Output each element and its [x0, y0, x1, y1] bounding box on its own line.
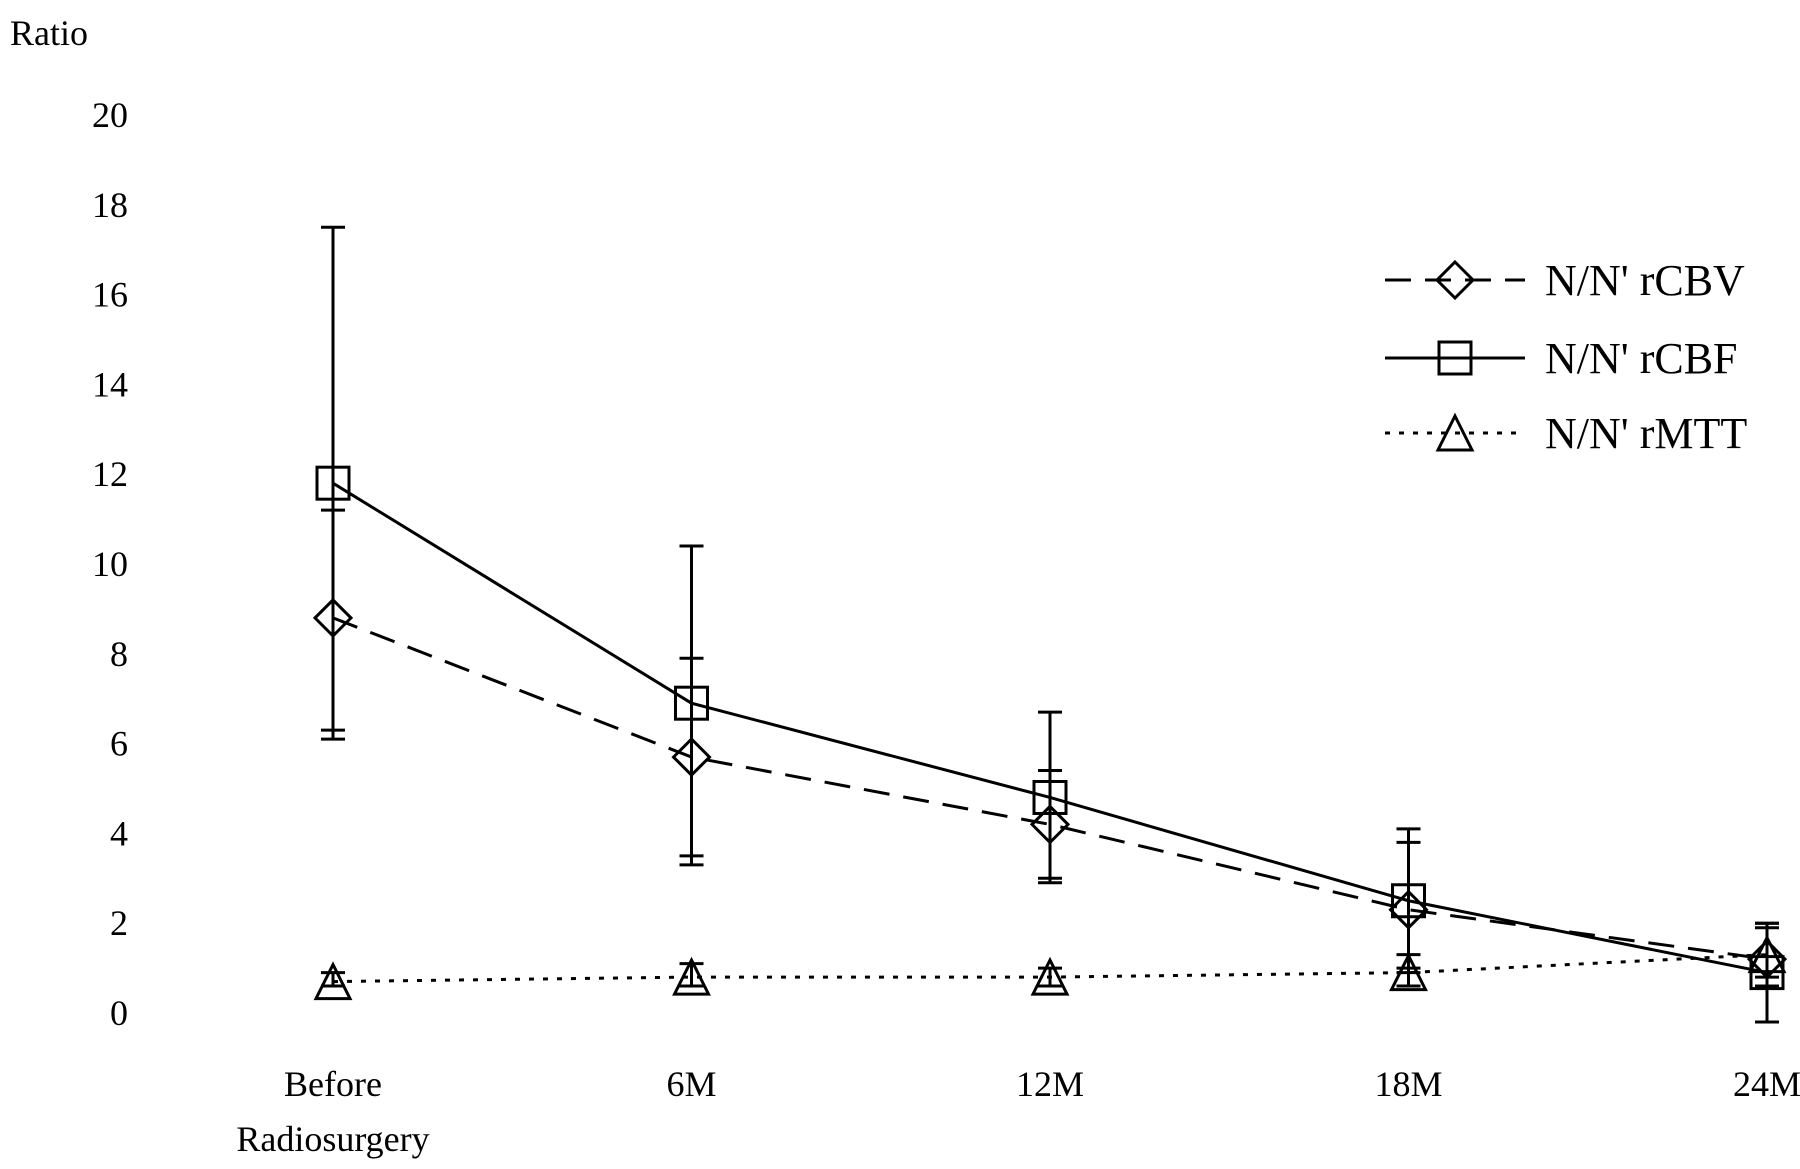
x-category-label: Radiosurgery	[236, 1119, 429, 1159]
y-tick-label: 16	[92, 275, 128, 315]
legend-label: N/N' rMTT	[1545, 409, 1747, 458]
data-point-square	[1391, 883, 1426, 919]
legend-item: N/N' rCBF	[1385, 334, 1738, 383]
y-tick-label: 4	[110, 813, 128, 853]
series-1	[315, 225, 1785, 1024]
y-tick-label: 6	[110, 724, 128, 764]
data-point-square	[674, 685, 709, 721]
y-tick-label: 12	[92, 454, 128, 494]
series-layer	[312, 225, 1788, 1024]
data-point-triangle	[672, 956, 711, 996]
x-category-label: 18M	[1374, 1064, 1442, 1104]
y-tick-label: 8	[110, 634, 128, 674]
y-tick-label: 10	[92, 544, 128, 584]
data-point-triangle	[1389, 952, 1428, 992]
series-2	[313, 921, 1787, 1001]
legend-marker-triangle	[1435, 412, 1475, 452]
y-tick-label: 0	[110, 993, 128, 1033]
y-axis-title: Ratio	[10, 13, 88, 53]
x-category-label: 12M	[1016, 1064, 1084, 1104]
data-point-square	[1032, 779, 1068, 815]
legend-label: N/N' rCBF	[1545, 334, 1738, 383]
legend-marker-square	[1437, 340, 1473, 376]
x-category-label: 6M	[666, 1064, 716, 1104]
data-point-triangle	[1747, 934, 1787, 974]
legend-marker-diamond	[1434, 259, 1476, 301]
x-axis-categories: Before Radiosurgery 6M 12M 18M 24M	[236, 1064, 1800, 1159]
series-line	[332, 953, 1768, 984]
data-point-square	[315, 465, 351, 501]
series-line	[332, 481, 1768, 975]
y-tick-label: 18	[92, 185, 128, 225]
legend-label: N/N' rCBV	[1545, 256, 1745, 305]
legend-item: N/N' rCBV	[1385, 256, 1745, 305]
series-line	[332, 616, 1768, 961]
legend-item: N/N' rMTT	[1385, 409, 1747, 458]
y-axis-ticks: 0 2 4 6 8 10 12 14 16 18 20	[92, 95, 128, 1033]
data-point-triangle	[313, 961, 353, 1001]
data-point-triangle	[1030, 956, 1070, 996]
y-tick-label: 2	[110, 903, 128, 943]
legend: N/N' rCBV N/N' rCBF N/N' rMTT	[1385, 256, 1747, 458]
x-category-label: Before	[284, 1064, 382, 1104]
y-tick-label: 14	[92, 364, 128, 404]
x-category-label: 24M	[1733, 1064, 1800, 1104]
y-tick-label: 20	[92, 95, 128, 135]
